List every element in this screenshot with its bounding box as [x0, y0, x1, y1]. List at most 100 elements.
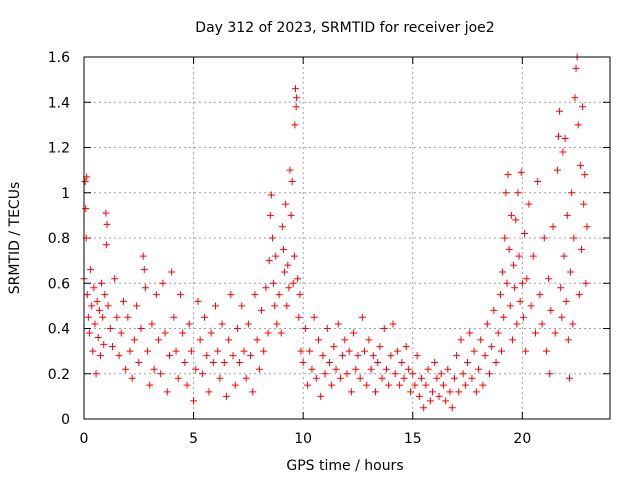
data-point	[258, 306, 266, 314]
data-point	[268, 234, 276, 242]
data-point	[288, 177, 296, 185]
data-point	[521, 229, 529, 237]
data-point	[426, 397, 434, 405]
data-point	[270, 279, 278, 287]
data-point	[382, 365, 390, 373]
data-point	[192, 365, 200, 373]
data-point	[561, 134, 569, 142]
data-point	[321, 370, 329, 378]
y-tick-label: 0.8	[48, 231, 70, 247]
data-point	[152, 291, 160, 299]
data-point	[330, 343, 338, 351]
data-point	[148, 320, 156, 328]
data-point	[567, 268, 575, 276]
data-point	[88, 302, 96, 310]
data-point	[400, 374, 408, 382]
data-point	[479, 381, 487, 389]
data-point	[124, 313, 132, 321]
data-point	[283, 302, 291, 310]
data-point	[553, 166, 561, 174]
data-point	[216, 374, 224, 382]
data-point	[334, 320, 342, 328]
data-point	[413, 352, 421, 360]
data-point	[336, 374, 344, 382]
data-point	[428, 388, 436, 396]
data-point	[542, 347, 550, 355]
data-point	[565, 374, 573, 382]
data-point	[139, 252, 147, 260]
data-point	[293, 94, 301, 102]
data-point	[95, 306, 103, 314]
data-point	[551, 329, 559, 337]
data-point	[190, 397, 198, 405]
data-point	[113, 313, 121, 321]
data-point	[582, 279, 590, 287]
data-point	[538, 320, 546, 328]
data-point	[485, 370, 493, 378]
data-point	[150, 365, 158, 373]
data-point	[179, 329, 187, 337]
data-point	[253, 336, 261, 344]
x-axis-label: GPS time / hours	[286, 458, 403, 474]
y-tick-label: 0.4	[48, 322, 70, 338]
data-point	[317, 392, 325, 400]
data-point	[306, 347, 314, 355]
data-point	[512, 216, 520, 224]
data-point	[339, 352, 347, 360]
data-point	[161, 329, 169, 337]
data-point	[522, 347, 530, 355]
data-point	[574, 121, 582, 129]
data-point	[488, 343, 496, 351]
data-point	[341, 336, 349, 344]
data-point	[286, 166, 294, 174]
data-point	[236, 358, 244, 366]
data-point	[291, 85, 299, 93]
data-point	[89, 347, 97, 355]
data-point	[122, 365, 130, 373]
data-point	[290, 252, 298, 260]
data-point	[225, 336, 233, 344]
data-point	[181, 358, 189, 366]
data-point	[295, 313, 303, 321]
data-point	[514, 189, 522, 197]
data-point	[492, 358, 500, 366]
data-point	[510, 261, 518, 269]
data-point	[102, 209, 110, 217]
data-point	[433, 374, 441, 382]
data-point	[168, 268, 176, 276]
data-point	[135, 358, 143, 366]
data-point	[581, 171, 589, 179]
data-point	[255, 365, 263, 373]
data-point	[103, 220, 111, 228]
data-point	[350, 329, 358, 337]
data-point	[455, 388, 463, 396]
data-point	[494, 329, 502, 337]
data-point	[422, 381, 430, 389]
data-point	[545, 275, 553, 283]
data-point	[279, 245, 287, 253]
data-point	[281, 268, 289, 276]
data-point	[559, 148, 567, 156]
data-point	[117, 329, 125, 337]
data-point	[301, 325, 309, 332]
data-point	[549, 223, 557, 231]
data-point	[504, 171, 512, 179]
data-point	[529, 252, 537, 260]
data-point	[82, 205, 90, 213]
data-point	[233, 325, 241, 332]
data-point	[481, 352, 489, 360]
data-point	[85, 329, 93, 337]
data-point	[568, 189, 576, 197]
data-point	[278, 223, 286, 231]
data-point	[194, 297, 202, 305]
data-points	[80, 53, 591, 412]
data-point	[137, 325, 145, 332]
data-point	[229, 352, 237, 360]
data-point	[402, 343, 410, 351]
data-point	[358, 313, 366, 321]
data-point	[315, 336, 323, 344]
data-point	[242, 374, 250, 382]
data-point	[260, 347, 268, 355]
data-point	[128, 374, 136, 382]
y-tick-label: 0	[61, 412, 70, 428]
